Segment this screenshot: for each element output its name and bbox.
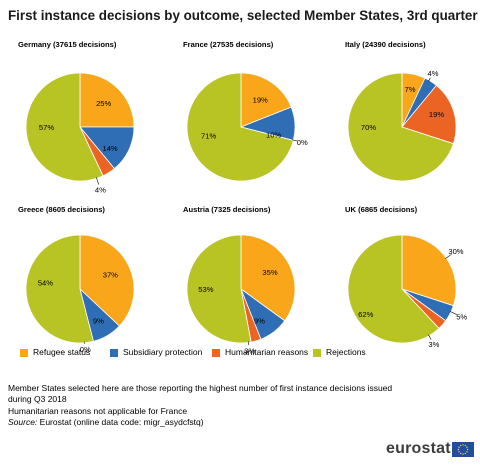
pie-label: 62% <box>358 310 373 319</box>
pie-label: 30% <box>448 247 463 256</box>
eu-flag-icon <box>452 442 474 457</box>
eurostat-logo: eurostat <box>386 440 476 459</box>
pie-label: 7% <box>405 85 416 94</box>
pie-slice-rejections <box>25 234 94 344</box>
pie-label: 14% <box>102 144 117 153</box>
pie-slice-refugee <box>401 234 457 307</box>
pie-label: 19% <box>253 95 268 104</box>
pie-chart-0: Germany (37615 decisions) 25% 14% 4% 57% <box>18 40 135 194</box>
pie-slice-refugee <box>240 72 292 128</box>
logo-text: eurostat <box>386 440 451 457</box>
pie-label: 10% <box>266 130 281 139</box>
page-title: First instance decisions by outcome, sel… <box>8 8 480 23</box>
pie-label: 3% <box>244 346 255 355</box>
legend-label: Refugee status <box>33 347 91 357</box>
pie-label: 5% <box>456 313 467 322</box>
pie-chart-4: Austria (7325 decisions) 35% 9% 3% 53% <box>183 205 296 355</box>
pie-leader-line <box>449 311 457 315</box>
source-label: Source: <box>8 416 38 427</box>
pie-label: 35% <box>262 268 277 277</box>
pie-slice-rejections <box>186 72 294 182</box>
pie-chart-2: Italy (24390 decisions) 7% 4% 19% 70% <box>345 40 457 182</box>
pie-label: 9% <box>254 317 265 326</box>
pie-label: 9% <box>93 317 104 326</box>
pie-title: Greece (8605 decisions) <box>18 205 105 214</box>
pie-slice-rejections <box>347 234 440 344</box>
legend-label: Subsidiary protection <box>123 347 203 357</box>
note-line-2: during Q3 2018 <box>8 394 67 405</box>
legend-swatch <box>20 349 28 357</box>
pie-label: 53% <box>198 285 213 294</box>
note-line-1: Member States selected here are those re… <box>8 383 393 393</box>
pie-slice-refugee <box>79 72 135 128</box>
pie-title: France (27535 decisions) <box>183 40 274 49</box>
legend-label: Rejections <box>326 347 366 357</box>
pie-label: 4% <box>428 69 439 78</box>
source-line: Source: Eurostat (online data code: migr… <box>8 417 448 428</box>
pie-leader-line <box>96 177 99 185</box>
legend-swatch <box>110 349 118 357</box>
pie-slice-humanitarian <box>401 84 457 145</box>
pie-label: 70% <box>361 123 376 132</box>
pie-title: Austria (7325 decisions) <box>183 205 271 214</box>
pie-label: 54% <box>38 279 53 288</box>
pie-label: 4% <box>95 185 106 194</box>
pie-slice-refugee <box>79 234 135 327</box>
pie-label: 25% <box>96 99 111 108</box>
pie-leader-line <box>292 139 298 142</box>
pie-slice-rejections <box>186 234 252 344</box>
pie-chart-1: France (27535 decisions) 19% 10% 0% 71% <box>183 40 308 182</box>
pie-label: 37% <box>103 271 118 280</box>
pie-title: UK (6865 decisions) <box>345 205 418 214</box>
pie-label: 19% <box>429 110 444 119</box>
source-text: Eurostat (online data code: migr_asydcfs… <box>37 416 204 427</box>
pie-leader-line <box>248 341 250 346</box>
pie-leader-line <box>428 77 431 82</box>
pie-leader-line <box>428 334 432 340</box>
pie-title: Germany (37615 decisions) <box>18 40 117 49</box>
legend-swatch <box>313 349 321 357</box>
legend-label: Humanitarian reasons <box>225 347 309 357</box>
pie-label: 57% <box>39 123 54 132</box>
legend-swatch <box>212 349 220 357</box>
pie-chart-5: UK (6865 decisions) 30% 5% 3% 62% <box>345 205 467 349</box>
pie-leader-line <box>445 254 452 259</box>
pie-slice-rejections <box>347 72 454 182</box>
pie-label: 71% <box>201 131 216 140</box>
pie-label: 3% <box>428 340 439 349</box>
pie-chart-3: Greece (8605 decisions) 37% 9% 0% 54% <box>18 205 135 354</box>
pie-title: Italy (24390 decisions) <box>345 40 426 49</box>
note-line-3: Humanitarian reasons not applicable for … <box>8 405 188 416</box>
pie-slice-rejections <box>25 72 104 182</box>
pie-label: 0% <box>80 345 91 354</box>
pie-label: 0% <box>297 138 308 147</box>
notes: Member States selected here are those re… <box>8 383 448 428</box>
pie-slice-refugee <box>240 234 296 322</box>
